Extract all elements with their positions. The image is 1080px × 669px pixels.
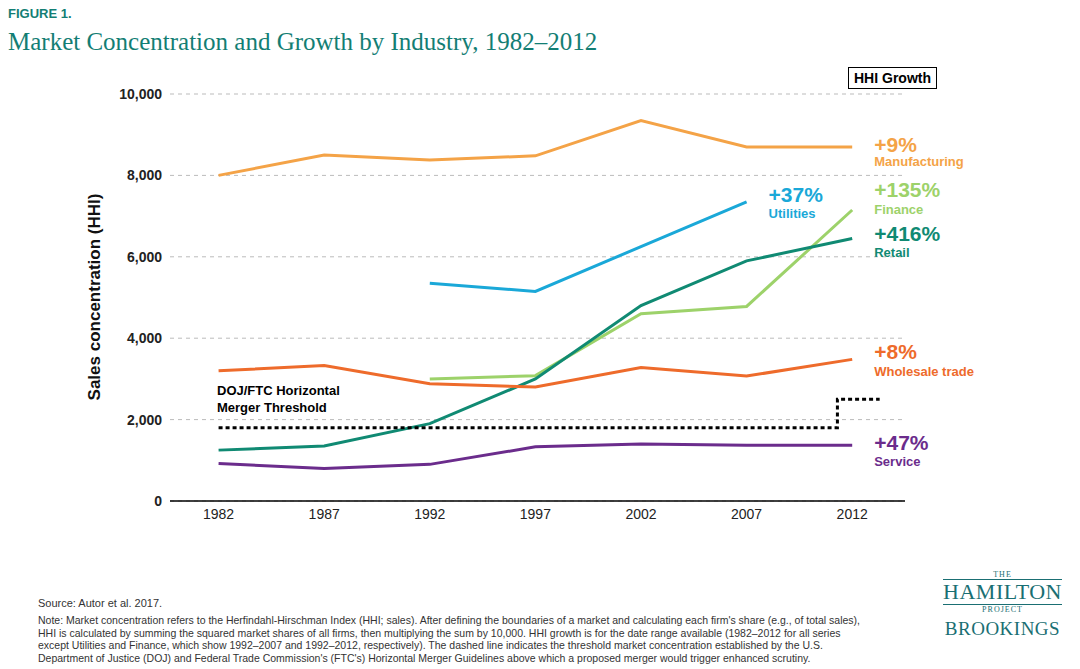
svg-text:8,000: 8,000	[127, 167, 162, 183]
svg-text:Manufacturing: Manufacturing	[874, 154, 964, 169]
svg-text:1987: 1987	[309, 506, 340, 522]
svg-text:1997: 1997	[520, 506, 551, 522]
svg-text:4,000: 4,000	[127, 330, 162, 346]
svg-text:2002: 2002	[625, 506, 656, 522]
html-text:PROJECT: PROJECT	[982, 605, 1023, 614]
svg-text:Service: Service	[874, 454, 920, 469]
svg-text:2007: 2007	[731, 506, 762, 522]
html-text:Note: Market concentration ref: Note: Market concentration refers to the…	[38, 614, 860, 664]
svg-text:+9%: +9%	[874, 133, 917, 156]
html-text:Sales concentration (HHI): Sales concentration (HHI)	[85, 193, 104, 401]
svg-text:+416%: +416%	[874, 222, 940, 245]
html-text:Source: Autor et al. 2017.: Source: Autor et al. 2017.	[38, 597, 163, 609]
html-text:THE: THE	[993, 570, 1012, 579]
svg-text:Retail: Retail	[874, 245, 909, 260]
html-text:DOJ/FTC Horizontal Merger Thre: DOJ/FTC Horizontal Merger Threshold	[217, 383, 340, 415]
svg-text:+47%: +47%	[874, 431, 929, 454]
svg-text:2,000: 2,000	[127, 412, 162, 428]
svg-text:1992: 1992	[414, 506, 445, 522]
svg-text:10,000: 10,000	[119, 86, 162, 102]
svg-text:+37%: +37%	[769, 183, 824, 206]
svg-text:2012: 2012	[837, 506, 868, 522]
html-text:Market Concentration and Growt: Market Concentration and Growth by Indus…	[8, 28, 598, 55]
html-text:BROOKINGS: BROOKINGS	[944, 618, 1061, 639]
svg-text:6,000: 6,000	[127, 249, 162, 265]
svg-text:Utilities: Utilities	[769, 206, 816, 221]
svg-text:Wholesale trade: Wholesale trade	[874, 364, 974, 379]
svg-text:0: 0	[154, 493, 162, 509]
svg-text:+135%: +135%	[874, 178, 940, 201]
html-text:HHI Growth: HHI Growth	[854, 70, 931, 86]
svg-text:+8%: +8%	[874, 340, 917, 363]
svg-text:1982: 1982	[203, 506, 234, 522]
html-text:HAMILTON: HAMILTON	[943, 579, 1062, 604]
html-text:FIGURE 1.: FIGURE 1.	[8, 6, 72, 21]
svg-text:Finance: Finance	[874, 202, 923, 217]
